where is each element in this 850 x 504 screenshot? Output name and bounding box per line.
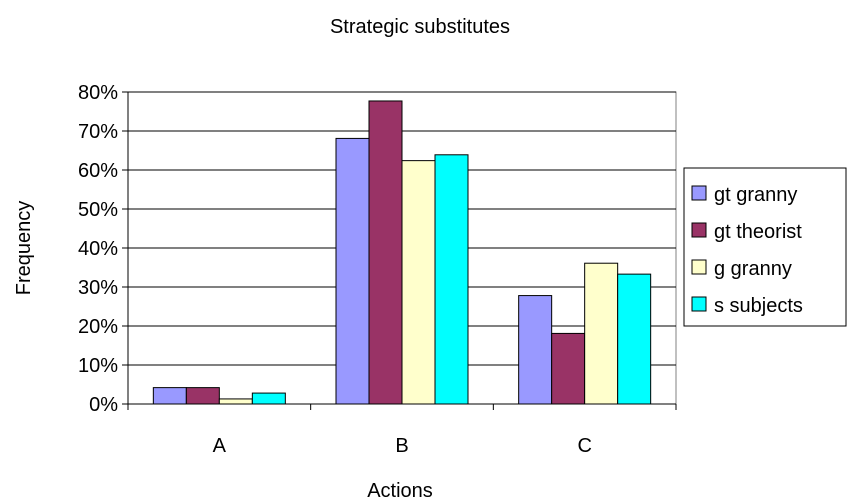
x-tick-label: A (213, 435, 227, 457)
y-tick-label: 80% (78, 82, 118, 104)
bar (551, 332, 586, 405)
bar (152, 387, 187, 405)
y-tick-label: 20% (78, 316, 118, 338)
bar (251, 392, 286, 405)
bar (218, 398, 253, 405)
y-tick-label: 0% (89, 394, 118, 416)
bar (401, 160, 436, 405)
legend: gt granny gt theorist g granny s subjects (683, 167, 847, 327)
bar (185, 387, 220, 405)
y-tick-label: 10% (78, 355, 118, 377)
x-tick-labels: A B C (213, 435, 592, 457)
legend-label: s subjects (714, 295, 803, 317)
axes (122, 91, 677, 410)
y-tick-label: 30% (78, 277, 118, 299)
x-axis-label: Actions (367, 480, 433, 502)
x-tick-label: C (577, 435, 591, 457)
bars (152, 100, 652, 405)
legend-label: gt theorist (714, 221, 802, 243)
bar (617, 273, 652, 405)
legend-label: gt granny (714, 184, 797, 206)
legend-box (683, 167, 847, 327)
y-tick-label: 60% (78, 160, 118, 182)
bar (434, 154, 469, 405)
x-tick-label: B (395, 435, 408, 457)
chart-title: Strategic substitutes (330, 16, 510, 38)
bar (368, 100, 403, 405)
y-axis-label: Frequency (13, 201, 35, 296)
legend-label: g granny (714, 258, 792, 280)
bar (335, 137, 370, 405)
legend-swatch (691, 222, 707, 238)
y-tick-labels: 0% 10% 20% 30% 40% 50% 60% 70% 80% (78, 82, 118, 416)
legend-swatch (691, 296, 707, 312)
bar (584, 262, 619, 405)
legend-swatch (691, 259, 707, 275)
legend-swatch (691, 185, 707, 201)
y-tick-label: 70% (78, 121, 118, 143)
y-tick-label: 40% (78, 238, 118, 260)
bar (518, 295, 553, 405)
y-tick-label: 50% (78, 199, 118, 221)
